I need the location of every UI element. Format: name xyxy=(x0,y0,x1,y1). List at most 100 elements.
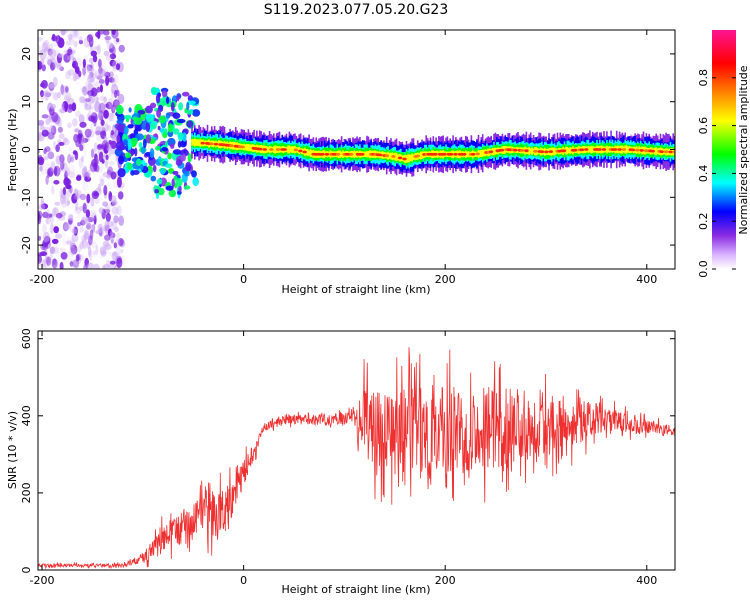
spectrogram-noise-mark xyxy=(85,90,92,96)
spectrogram-noise-mark xyxy=(104,160,109,169)
spectrogram-noise-mark xyxy=(115,255,122,264)
spectrogram-noise-mark xyxy=(105,36,110,44)
spectrogram-ridge-band-4 xyxy=(267,146,269,153)
spectrogram-burst-mark xyxy=(149,148,155,159)
spectrogram-noise-mark xyxy=(76,80,80,87)
spectrogram-ridge-band-4 xyxy=(531,147,533,155)
spectrogram-noise-mark xyxy=(99,178,105,187)
spectrogram-noise-mark xyxy=(90,197,95,207)
spectrogram-noise-mark xyxy=(47,58,53,67)
spectrogram-noise-mark xyxy=(66,49,73,56)
spectrogram-burst-mark xyxy=(168,189,177,198)
spectrogram-noise-mark xyxy=(99,84,103,93)
spectrogram-peak-mark xyxy=(229,144,234,148)
spectrogram-peak-mark xyxy=(335,152,341,156)
spectrogram-noise-mark xyxy=(94,101,102,113)
spectrogram-peak-mark xyxy=(258,147,263,151)
spectrogram-noise-mark xyxy=(48,83,56,89)
spectrogram-burst-mark xyxy=(142,138,147,149)
spectrogram-halo-mark xyxy=(273,135,276,138)
spectrogram-noise-mark xyxy=(82,138,89,143)
spectrogram-noise-mark xyxy=(46,55,54,66)
colorbar-tick-label: 0.6 xyxy=(697,117,710,135)
spectrogram-x-tick-label: 200 xyxy=(435,273,456,286)
spectrogram-noise-mark xyxy=(38,61,43,70)
spectrogram-burst-mark xyxy=(126,118,129,123)
spectrogram-noise-mark xyxy=(100,119,105,126)
spectrogram-noise-mark xyxy=(67,97,75,105)
spectrogram-y-tick-label: -10 xyxy=(20,188,33,206)
spectrogram-burst-mark xyxy=(157,125,161,131)
spectrogram-ridge-band-4 xyxy=(309,149,312,158)
spectrogram-ridge-band-4 xyxy=(591,146,594,153)
spectrogram-peak-mark xyxy=(298,149,303,153)
spectrogram-burst-mark xyxy=(176,94,180,102)
colorbar-tick-label: 0.2 xyxy=(697,212,710,230)
spectrogram-noise-mark xyxy=(87,97,95,105)
spectrogram-peak-mark xyxy=(453,152,458,156)
spectrogram-noise-mark xyxy=(49,83,56,88)
spectrogram-noise-mark xyxy=(115,63,121,71)
spectrogram-burst-mark xyxy=(172,95,177,102)
spectrogram-noise-mark xyxy=(69,185,73,194)
spectrogram-noise-mark xyxy=(69,238,76,249)
spectrogram-burst-mark xyxy=(138,142,143,148)
spectrogram-ridge-band-4 xyxy=(483,149,485,157)
spectrogram-ridge-band-4 xyxy=(306,148,309,157)
spectrogram-ridge-band-4 xyxy=(590,145,593,154)
spectrogram-burst-mark xyxy=(156,178,163,185)
spectrogram-noise-mark xyxy=(52,247,60,254)
spectrogram-noise-mark xyxy=(49,252,53,261)
spectrogram-burst-mark xyxy=(116,123,126,133)
spectrogram-noise-mark xyxy=(40,79,48,89)
spectrogram-noise-mark xyxy=(68,171,76,179)
spectrogram-noise-mark xyxy=(81,165,88,176)
spectrogram-noise-mark xyxy=(45,117,51,126)
spectrogram-noise-mark xyxy=(38,122,44,131)
spectrogram-noise-mark xyxy=(70,51,74,58)
spectrogram-noise-mark xyxy=(69,261,74,267)
spectrogram-halo-mark xyxy=(491,162,494,165)
spectrogram-noise-mark xyxy=(86,193,91,204)
spectrogram-burst-mark xyxy=(178,102,184,111)
spectrogram-noise-mark xyxy=(111,90,115,99)
spectrogram-noise-mark xyxy=(88,92,92,100)
spectrogram-noise-mark xyxy=(98,79,105,84)
spectrogram-noise-mark xyxy=(78,70,82,78)
spectrogram-noise-mark xyxy=(64,167,71,177)
spectrogram-y-tick-label: 0 xyxy=(20,146,33,153)
spectrogram-noise-mark xyxy=(107,182,112,187)
spectrogram-noise-mark xyxy=(92,263,100,269)
spectrogram-noise-mark xyxy=(58,133,65,140)
spectrogram-noise-mark xyxy=(38,261,43,267)
spectrogram-noise-mark xyxy=(38,149,41,154)
spectrogram-burst-mark xyxy=(172,112,181,119)
spectrogram-noise-mark xyxy=(73,133,79,143)
spectrogram-noise-mark xyxy=(105,75,110,87)
spectrogram-burst-mark xyxy=(116,119,124,124)
spectrogram-peak-mark xyxy=(471,152,476,156)
spectrogram-ridge-band-4 xyxy=(274,145,277,154)
spectrogram-ridge-band-4 xyxy=(191,138,193,146)
spectrogram-noise-mark xyxy=(105,154,109,161)
spectrogram-halo-mark xyxy=(254,135,257,138)
spectrogram-noise-mark xyxy=(98,58,102,68)
spectrogram-noise-mark xyxy=(108,161,115,166)
colorbar-gradient xyxy=(712,30,736,269)
spectrogram-noise-mark xyxy=(50,215,54,224)
spectrogram-noise-mark xyxy=(57,53,65,58)
spectrogram-noise-mark xyxy=(57,139,62,145)
spectrogram-noise-mark xyxy=(50,57,57,69)
spectrogram-noise-mark xyxy=(90,68,97,74)
spectrogram-burst-mark xyxy=(158,156,162,163)
spectrogram-noise-mark xyxy=(39,197,43,206)
spectrogram-noise-mark xyxy=(61,87,65,96)
spectrogram-ridge-band-4 xyxy=(401,155,404,162)
spectrogram-noise-mark xyxy=(45,118,50,125)
spectrogram-noise-mark xyxy=(76,190,82,199)
spectrogram-halo-mark xyxy=(335,140,337,144)
spectrogram-noise-mark xyxy=(114,264,120,269)
spectrogram-noise-mark xyxy=(65,71,71,80)
spectrogram-burst-mark xyxy=(178,185,182,193)
spectrogram-noise-mark xyxy=(113,74,119,84)
